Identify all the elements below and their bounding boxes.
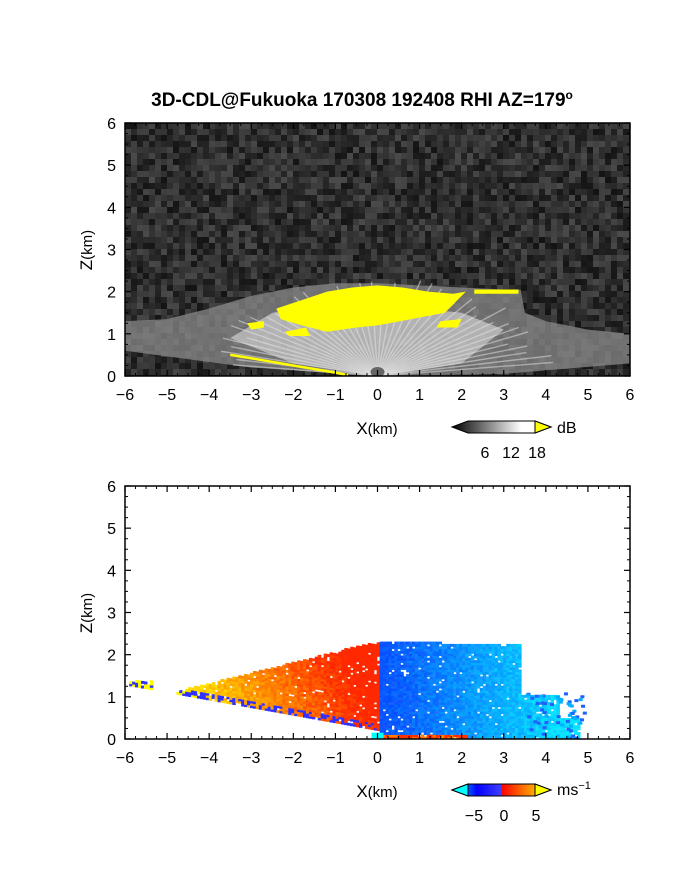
panel2-ytick-label: 2 <box>107 648 116 665</box>
panel1-xtick-label: −2 <box>284 387 302 404</box>
panel2-ytick-label: 0 <box>107 732 116 749</box>
panel2-ytick-label: 6 <box>107 479 116 496</box>
panel1-echo-ray <box>232 364 378 376</box>
colorbar-2-tick-label: −5 <box>465 808 483 825</box>
panel2-xtick-label: 3 <box>499 750 508 767</box>
panel1-ylabel: Z(km) <box>77 230 96 270</box>
panel1-ytick-label: 5 <box>107 158 116 175</box>
panel1-echo <box>125 280 630 376</box>
panel2-xtick-label: −6 <box>116 750 134 767</box>
colorbar-2-tick-label: 5 <box>532 808 541 825</box>
panel2-xtick-label: 0 <box>373 750 382 767</box>
panel2-ytick-label: 3 <box>107 606 116 623</box>
panel1-echo-yellow <box>284 327 311 336</box>
panel2-xtick-label: 1 <box>415 750 424 767</box>
colorbar-2-unit: ms−1 <box>557 780 591 799</box>
panel2-xtick-label: 5 <box>583 750 592 767</box>
colorbar-1-tick-label: 12 <box>502 445 520 462</box>
panel1-echo-ray <box>377 354 552 376</box>
panel2-ytick-label: 4 <box>107 563 116 580</box>
panel1-xtick-label: −6 <box>116 387 134 404</box>
panel1-xtick-label: 4 <box>541 387 550 404</box>
panel1-ticks: −6 −5 −4 −3 −2 −1 0 1 2 3 4 5 6 0 1 2 3 4 5 6 <box>107 116 634 404</box>
panel1-xtick-label: −4 <box>200 387 218 404</box>
panel1-ytick-label: 4 <box>107 200 116 217</box>
panel1-xtick-label: 5 <box>583 387 592 404</box>
chart-title: 3D-CDL@Fukuoka 170308 192408 RHI AZ=179o <box>151 88 573 111</box>
panel2-xtick-label: −3 <box>242 750 260 767</box>
panel1-xtick-label: 0 <box>373 387 382 404</box>
panel2-echo <box>129 641 587 739</box>
panel1-xtick-label: −5 <box>158 387 176 404</box>
panel2-xtick-label: −2 <box>284 750 302 767</box>
panel1-ytick-label: 0 <box>107 369 116 386</box>
panel1-echo-ground-streak <box>230 353 349 376</box>
panel2-ticks: −6 −5 −4 −3 −2 −1 0 1 2 3 4 5 6 0 1 2 3 4 5 6 <box>107 479 634 767</box>
colorbar-1-unit: dB <box>557 420 577 437</box>
panel1-ytick-label: 1 <box>107 327 116 344</box>
panel1-echo-yellow <box>276 285 466 332</box>
panel2-xtick-label: 2 <box>457 750 466 767</box>
panel1-xtick-label: 1 <box>415 387 424 404</box>
panel2-xtick-label: 6 <box>626 750 635 767</box>
panel1-xlabel: X(km) <box>356 419 397 438</box>
panel1-ytick-label: 2 <box>107 285 116 302</box>
panel2-xtick-label: −1 <box>326 750 344 767</box>
colorbar-1-tick-label: 18 <box>528 445 546 462</box>
colorbar-1-tick-label: 6 <box>481 445 490 462</box>
panel1-echo-yellow <box>247 321 264 330</box>
colorbar-2-tick-label: 0 <box>500 808 509 825</box>
panel2-xtick-label: −5 <box>158 750 176 767</box>
panel2-ylabel: Z(km) <box>77 593 96 633</box>
panel1-xtick-label: 6 <box>626 387 635 404</box>
colorbar-2: ms−1 −5 0 5 <box>450 780 591 825</box>
panel1-xtick-label: 3 <box>499 387 508 404</box>
panel1-echo-yellow <box>474 289 519 294</box>
panel1-xtick-label: 2 <box>457 387 466 404</box>
panel2-xtick-label: 4 <box>541 750 550 767</box>
panel1-echo-ray <box>377 361 554 376</box>
panel2-ytick-label: 1 <box>107 690 116 707</box>
panel2-xlabel: X(km) <box>356 782 397 801</box>
panel1-xtick-label: −1 <box>326 387 344 404</box>
panel1-xtick-label: −3 <box>242 387 260 404</box>
colorbar-1: dB 6 12 18 <box>450 420 577 462</box>
panel2-xtick-label: −4 <box>200 750 218 767</box>
panel2-ytick-label: 5 <box>107 521 116 538</box>
panel1-ytick-label: 6 <box>107 116 116 133</box>
panel1-ytick-label: 3 <box>107 243 116 260</box>
panel1-echo-yellow <box>436 319 462 328</box>
